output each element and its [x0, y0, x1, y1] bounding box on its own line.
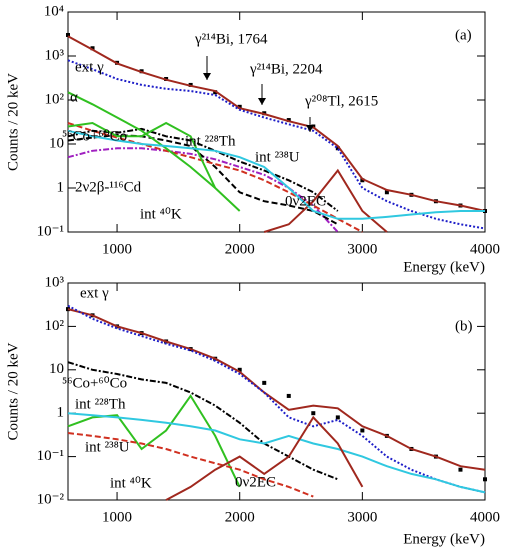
x-axis-label: Energy (keV) [403, 259, 485, 275]
x-tick-label: 2000 [225, 241, 255, 257]
data-point [237, 104, 242, 109]
y-tick-label: 10³ [45, 47, 65, 63]
series-line [263, 168, 388, 233]
arrow-head [258, 98, 266, 105]
data-point [458, 467, 463, 472]
plot-frame [67, 282, 486, 501]
x-tick-label: 4000 [470, 509, 500, 525]
data-point [335, 146, 340, 151]
y-tick-label: 10² [45, 91, 65, 107]
x-tick-label: 4000 [470, 241, 500, 257]
x-tick-label: 1000 [102, 509, 132, 525]
annotation: ⁵⁶Co+⁶⁰Co [62, 128, 127, 144]
data-point [311, 411, 316, 416]
y-tick-label: 10² [45, 318, 65, 334]
plot-frame [67, 11, 486, 233]
series-line [67, 121, 217, 189]
annotation: γ²¹⁴Bi, 1764 [194, 31, 268, 47]
series-line [67, 59, 486, 230]
data-point [237, 367, 242, 372]
data-point [262, 380, 267, 385]
x-tick-label: 2000 [225, 509, 255, 525]
data-point [286, 118, 291, 123]
y-tick-label: 10³ [45, 274, 65, 290]
data-point [335, 415, 340, 420]
annotation: 2ν2β-¹¹⁶Cd [75, 179, 142, 195]
series-line [67, 127, 339, 212]
annotation: ext γ [75, 59, 104, 75]
data-point [66, 33, 70, 38]
series-line [67, 432, 314, 498]
y-tick-label: 1 [57, 405, 65, 421]
annotation: int ²³⁸U [85, 439, 130, 455]
y-tick-label: 1 [57, 179, 65, 195]
data-point [360, 178, 365, 183]
y-tick-label: 10 [49, 361, 64, 377]
annotation: int ²²⁸Th [185, 133, 236, 149]
series-line [67, 91, 241, 212]
series-line [67, 412, 486, 494]
x-tick-label: 1000 [102, 241, 132, 257]
annotation: γ²¹⁴Bi, 2204 [249, 61, 323, 77]
annotation: γ²⁰⁸Tl, 2615 [304, 93, 378, 109]
series-line [67, 129, 485, 220]
arrow-head [306, 125, 314, 132]
annotation: int ⁴⁰K [140, 206, 182, 222]
panel-label: (a) [455, 27, 472, 43]
panel-label: (b) [455, 318, 473, 334]
series-line [67, 304, 486, 494]
annotation: int ⁴⁰K [110, 475, 152, 491]
annotation: ext γ [80, 285, 109, 301]
annotation: int ²³⁸U [255, 149, 300, 165]
annotation: ⁵⁶Co+⁶⁰Co [62, 375, 127, 391]
annotation: 0ν2EC [235, 474, 276, 490]
y-tick-label: 10⁴ [44, 3, 64, 19]
y-axis-label: Counts / 20 keV [5, 73, 21, 171]
y-axis-label: Counts / 20 keV [5, 342, 21, 440]
x-tick-label: 3000 [347, 509, 377, 525]
series-line [67, 308, 486, 471]
series-line [67, 35, 486, 212]
y-tick-label: 10 [49, 135, 64, 151]
data-point [384, 190, 389, 195]
annotation: int ²²⁸Th [75, 396, 126, 412]
y-tick-label: 10⁻¹ [37, 223, 64, 239]
annotation: α [70, 89, 78, 105]
series-line [165, 415, 364, 501]
data-point [90, 46, 95, 51]
series-line [67, 361, 339, 481]
x-tick-label: 3000 [347, 241, 377, 257]
annotation: 0ν2EC [285, 193, 326, 209]
y-tick-label: 10⁻² [37, 491, 65, 507]
y-tick-label: 10⁻¹ [37, 448, 64, 464]
data-point [213, 90, 218, 95]
x-axis-label: Energy (keV) [403, 531, 485, 547]
data-point [286, 393, 291, 398]
data-point [483, 477, 487, 482]
data-point [360, 428, 365, 433]
arrow-head [203, 73, 211, 80]
